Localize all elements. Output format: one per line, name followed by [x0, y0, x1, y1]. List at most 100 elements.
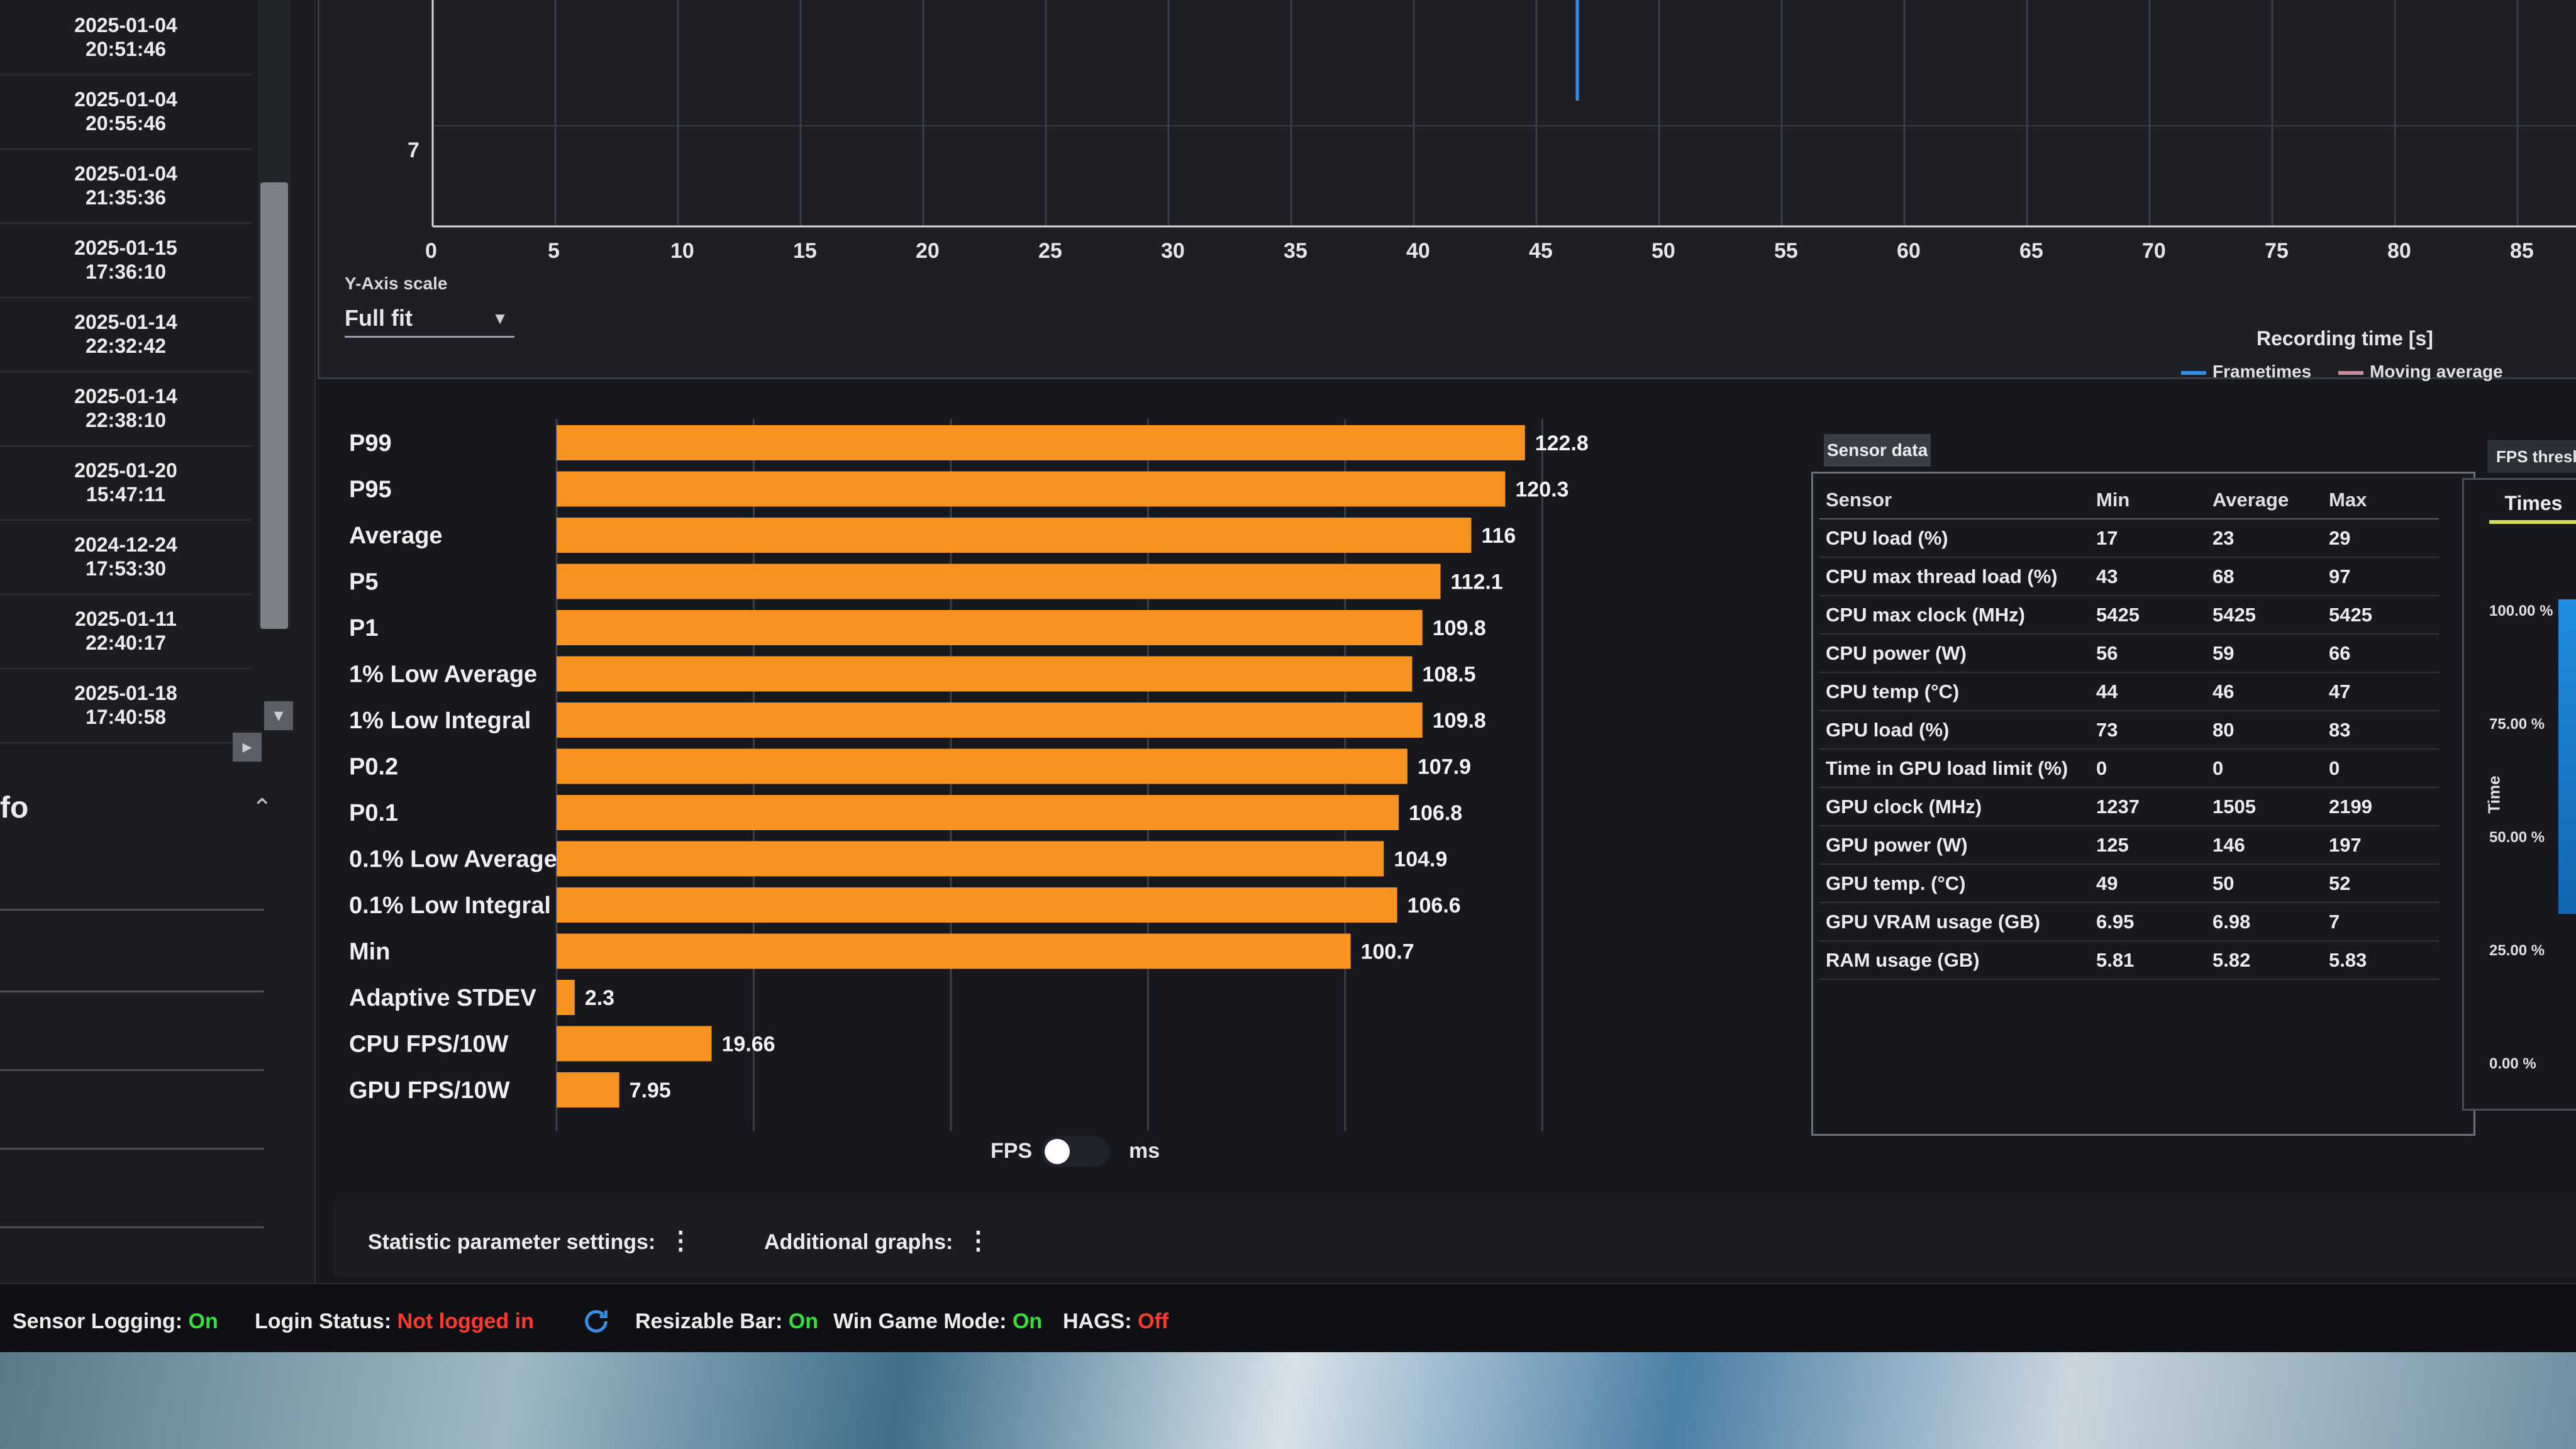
table-row: GPU clock (MHz) 1237 1505 2199 [1819, 787, 2439, 826]
table-row: GPU VRAM usage (GB) 6.95 6.98 7 [1819, 902, 2439, 941]
tab-times[interactable]: Times [2489, 486, 2576, 524]
bar-value-label: 120.3 [1515, 478, 1568, 502]
run-item[interactable]: 2025-01-04 21:35:36 [0, 148, 252, 224]
statistic-settings-label: Statistic parameter settings: [368, 1230, 656, 1254]
y-axis-scale-select[interactable]: Full fit ▼ [345, 301, 514, 338]
table-row: GPU load (%) 73 80 83 [1819, 711, 2439, 750]
y-axis-scale-label: Y-Axis scale [345, 274, 448, 293]
table-row: CPU temp (°C) 44 46 47 [1819, 672, 2439, 711]
fps-ms-toggle[interactable]: FPS ms [991, 1133, 1204, 1170]
sensor-avg: 5.82 [2206, 941, 2323, 980]
additional-graphs-settings[interactable]: Additional graphs: ⋮ [764, 1226, 991, 1255]
x-tick-label: 35 [1284, 239, 1307, 263]
run-date: 2025-01-14 [74, 311, 177, 333]
column-header[interactable]: Max [2323, 481, 2439, 519]
status-value: On [1012, 1309, 1043, 1333]
x-tick-label: 30 [1161, 239, 1185, 263]
bar-value-label: 109.8 [1433, 709, 1486, 733]
run-date: 2025-01-20 [74, 459, 177, 482]
sensor-name: CPU max thread load (%) [1819, 557, 2090, 596]
run-item[interactable]: 2025-01-04 20:55:46 [0, 74, 252, 150]
sensor-name: GPU VRAM usage (GB) [1819, 902, 2090, 941]
sensor-max: 0 [2323, 749, 2439, 788]
x-tick-label: 80 [2387, 239, 2411, 263]
column-header[interactable]: Sensor [1819, 481, 2090, 519]
bar-value-label: 104.9 [1394, 848, 1447, 872]
threshold-y-tick: 50.00 % [2489, 829, 2545, 846]
bar-value-label: 107.9 [1418, 755, 1471, 779]
hags-status: HAGS: Off [1063, 1309, 1169, 1334]
run-date: 2025-01-11 [75, 608, 177, 630]
sensor-max: 83 [2323, 711, 2439, 750]
switch-knob [1045, 1139, 1070, 1164]
sensor-avg: 0 [2206, 749, 2323, 788]
run-time: 17:36:10 [85, 260, 167, 283]
column-header[interactable]: Average [2206, 481, 2323, 519]
refresh-icon[interactable] [582, 1307, 611, 1336]
x-tick-label: 55 [1774, 239, 1798, 263]
threshold-y-tick: 25.00 % [2489, 942, 2545, 959]
x-tick-label: 10 [670, 239, 694, 263]
table-header-row: Sensor Min Average Max [1819, 481, 2439, 519]
sensor-name: RAM usage (GB) [1819, 941, 2090, 980]
status-label: Sensor Logging: [13, 1309, 183, 1333]
more-vertical-icon[interactable]: ⋮ [668, 1227, 694, 1255]
tab-sensor-data[interactable]: Sensor data [1824, 434, 1931, 467]
sensor-min: 44 [2090, 672, 2206, 711]
status-value[interactable]: Not logged in [397, 1309, 534, 1333]
bar-category-label: 1% Low Average [349, 662, 537, 688]
table-row: CPU max thread load (%) 43 68 97 [1819, 557, 2439, 596]
tab-fps-thresholds[interactable]: FPS thresh [2487, 440, 2576, 473]
run-item[interactable]: 2025-01-14 22:38:10 [0, 371, 252, 447]
bar [557, 1072, 619, 1108]
y-tick-label: 7 [408, 138, 419, 162]
x-tick-label: 25 [1038, 239, 1062, 263]
divider [0, 1148, 264, 1150]
scroll-down-arrow-icon[interactable]: ▾ [264, 701, 293, 730]
login-status: Login Status: Not logged in [255, 1309, 534, 1334]
status-label: Resizable Bar: [635, 1309, 783, 1333]
statistic-parameter-settings[interactable]: Statistic parameter settings: ⋮ [368, 1226, 693, 1255]
sensor-name: CPU load (%) [1819, 519, 2090, 558]
sensor-min: 43 [2090, 557, 2206, 596]
sensor-min: 17 [2090, 519, 2206, 558]
chevron-up-icon[interactable]: ⌃ [252, 794, 273, 822]
scrollbar-thumb[interactable] [260, 182, 288, 629]
table-row: RAM usage (GB) 5.81 5.82 5.83 [1819, 941, 2439, 980]
x-tick-label: 85 [2510, 239, 2534, 263]
more-vertical-icon[interactable]: ⋮ [965, 1227, 991, 1255]
sensor-name: GPU load (%) [1819, 711, 2090, 750]
bar-value-label: 7.95 [630, 1079, 671, 1102]
run-list-scrollbar[interactable] [258, 0, 291, 629]
bar-category-label: P1 [349, 615, 378, 641]
scroll-right-arrow-icon[interactable]: ▸ [233, 733, 262, 762]
sensor-avg: 146 [2206, 826, 2323, 865]
run-item[interactable]: 2025-01-20 15:47:11 [0, 445, 252, 521]
run-item[interactable]: 2024-12-24 17:53:30 [0, 519, 252, 595]
x-tick-label: 5 [548, 239, 560, 263]
run-date: 2025-01-04 [74, 14, 177, 36]
sensor-max: 47 [2323, 672, 2439, 711]
win-game-mode-status: Win Game Mode: On [833, 1309, 1042, 1334]
divider [0, 1226, 264, 1228]
sensor-max: 97 [2323, 557, 2439, 596]
bar-value-label: 19.66 [722, 1033, 775, 1057]
bar-value-label: 112.1 [1451, 570, 1503, 594]
x-tick-label: 60 [1897, 239, 1921, 263]
bar-category-label: Adaptive STDEV [349, 985, 536, 1011]
run-item[interactable]: 2025-01-11 22:40:17 [0, 594, 252, 669]
run-item[interactable]: 2025-01-15 17:36:10 [0, 223, 252, 298]
divider [0, 1069, 264, 1071]
unit-switch[interactable] [1041, 1136, 1110, 1167]
sensor-avg: 6.98 [2206, 902, 2323, 941]
run-time: 17:40:58 [85, 706, 167, 728]
run-item[interactable]: 2025-01-18 17:40:58 [0, 668, 252, 743]
bar [557, 980, 575, 1015]
run-item[interactable]: 2025-01-04 20:51:46 [0, 0, 252, 75]
threshold-y-tick: 100.00 % [2489, 602, 2553, 619]
column-header[interactable]: Min [2090, 481, 2206, 519]
sensor-max: 7 [2323, 902, 2439, 941]
bar [557, 887, 1397, 923]
run-item[interactable]: 2025-01-14 22:32:42 [0, 297, 252, 372]
sensor-max: 5425 [2323, 596, 2439, 635]
